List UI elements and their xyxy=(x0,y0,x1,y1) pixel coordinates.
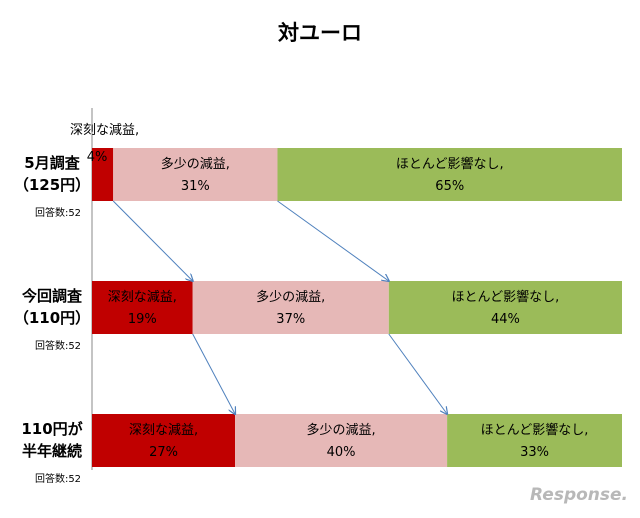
bar-segment-severe xyxy=(92,414,236,467)
segment-category-label: 多少の減益, xyxy=(307,422,376,438)
respondent-count: 回答数:52 xyxy=(35,206,81,219)
segment-category-label: 深刻な減益, xyxy=(108,289,177,305)
bar-segment-none xyxy=(447,414,622,467)
segment-value-label: 27% xyxy=(149,445,178,460)
respondent-count: 回答数:52 xyxy=(35,472,81,485)
bar-label-line2: （110円） xyxy=(14,309,90,327)
segment-value-label: 65% xyxy=(435,179,464,194)
segment-value-label: 33% xyxy=(520,445,549,460)
bar-segment-none xyxy=(277,148,622,201)
bar-segment-none xyxy=(388,281,622,334)
connector-arrow xyxy=(277,200,389,281)
bar-segment-severe xyxy=(92,148,114,201)
segment-value-label: 4% xyxy=(87,150,108,165)
segment-category-label: ほとんど影響なし, xyxy=(396,156,504,172)
connector-arrow xyxy=(192,333,235,414)
bar-label-line1: 110円が xyxy=(21,420,83,438)
bar-label-line2: 半年継続 xyxy=(22,442,82,460)
segment-value-label: 31% xyxy=(181,179,210,194)
segment-value-label: 19% xyxy=(128,312,157,327)
connector-arrow xyxy=(112,200,193,281)
segment-category-label: ほとんど影響なし, xyxy=(481,422,589,438)
bar-segment-severe xyxy=(92,281,193,334)
bar-segment-slight xyxy=(235,414,448,467)
bar-label-line1: 5月調査 xyxy=(24,154,80,172)
bar-label-line1: 今回調査 xyxy=(21,287,83,305)
watermark-logo: Response. xyxy=(530,485,628,505)
chart-title: 対ユーロ xyxy=(278,21,362,45)
segment-value-label: 40% xyxy=(327,445,356,460)
connector-arrow xyxy=(388,333,447,414)
segment-category-label: ほとんど影響なし, xyxy=(452,289,560,305)
segment-value-label: 44% xyxy=(491,312,520,327)
segment-category-label: 多少の減益, xyxy=(256,289,325,305)
segment-value-label: 37% xyxy=(276,312,305,327)
segment-category-label: 深刻な減益, xyxy=(129,422,198,438)
segment-category-label: 多少の減益, xyxy=(161,156,230,172)
bar-label-line2: （125円） xyxy=(14,176,90,194)
segment-category-label: 深刻な減益, xyxy=(70,122,139,138)
bar-segment-slight xyxy=(192,281,389,334)
bar-segment-slight xyxy=(113,148,278,201)
respondent-count: 回答数:52 xyxy=(35,339,81,352)
